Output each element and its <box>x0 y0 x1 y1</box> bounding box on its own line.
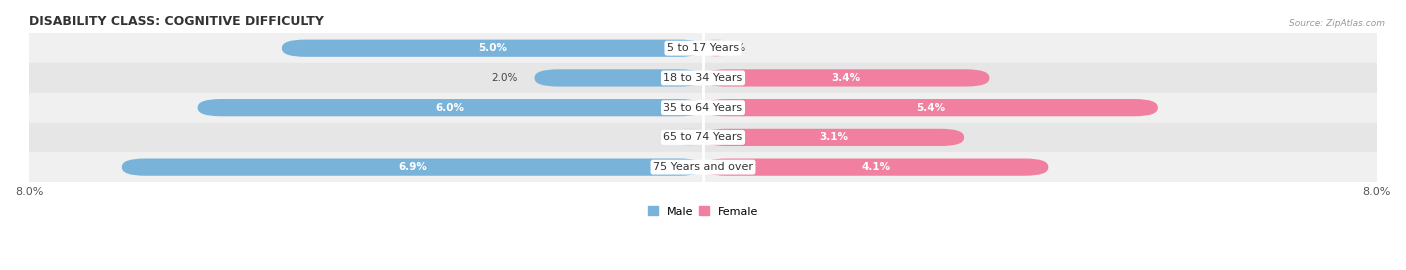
Text: 18 to 34 Years: 18 to 34 Years <box>664 73 742 83</box>
Text: 0.0%: 0.0% <box>659 132 686 142</box>
Text: 3.1%: 3.1% <box>820 132 848 142</box>
FancyBboxPatch shape <box>281 40 703 57</box>
Text: 6.0%: 6.0% <box>436 103 465 113</box>
FancyBboxPatch shape <box>703 99 1157 116</box>
Text: Source: ZipAtlas.com: Source: ZipAtlas.com <box>1289 19 1385 28</box>
Text: 3.4%: 3.4% <box>831 73 860 83</box>
Text: 4.1%: 4.1% <box>860 162 890 172</box>
FancyBboxPatch shape <box>678 129 703 146</box>
Bar <box>30 123 1376 152</box>
FancyBboxPatch shape <box>703 40 728 57</box>
Text: 5 to 17 Years: 5 to 17 Years <box>666 43 740 53</box>
Bar <box>30 33 1376 63</box>
FancyBboxPatch shape <box>198 99 703 116</box>
Bar <box>30 93 1376 123</box>
FancyBboxPatch shape <box>703 129 965 146</box>
Bar <box>30 152 1376 182</box>
Bar <box>30 63 1376 93</box>
FancyBboxPatch shape <box>703 158 1049 176</box>
Text: 5.0%: 5.0% <box>478 43 508 53</box>
Legend: Male, Female: Male, Female <box>644 202 762 221</box>
Text: 6.9%: 6.9% <box>398 162 427 172</box>
Text: 75 Years and over: 75 Years and over <box>652 162 754 172</box>
Text: 2.0%: 2.0% <box>491 73 517 83</box>
FancyBboxPatch shape <box>534 69 703 87</box>
Text: 0.0%: 0.0% <box>720 43 747 53</box>
Text: 5.4%: 5.4% <box>915 103 945 113</box>
FancyBboxPatch shape <box>122 158 703 176</box>
Text: DISABILITY CLASS: COGNITIVE DIFFICULTY: DISABILITY CLASS: COGNITIVE DIFFICULTY <box>30 15 323 28</box>
FancyBboxPatch shape <box>703 69 990 87</box>
Text: 35 to 64 Years: 35 to 64 Years <box>664 103 742 113</box>
Text: 65 to 74 Years: 65 to 74 Years <box>664 132 742 142</box>
